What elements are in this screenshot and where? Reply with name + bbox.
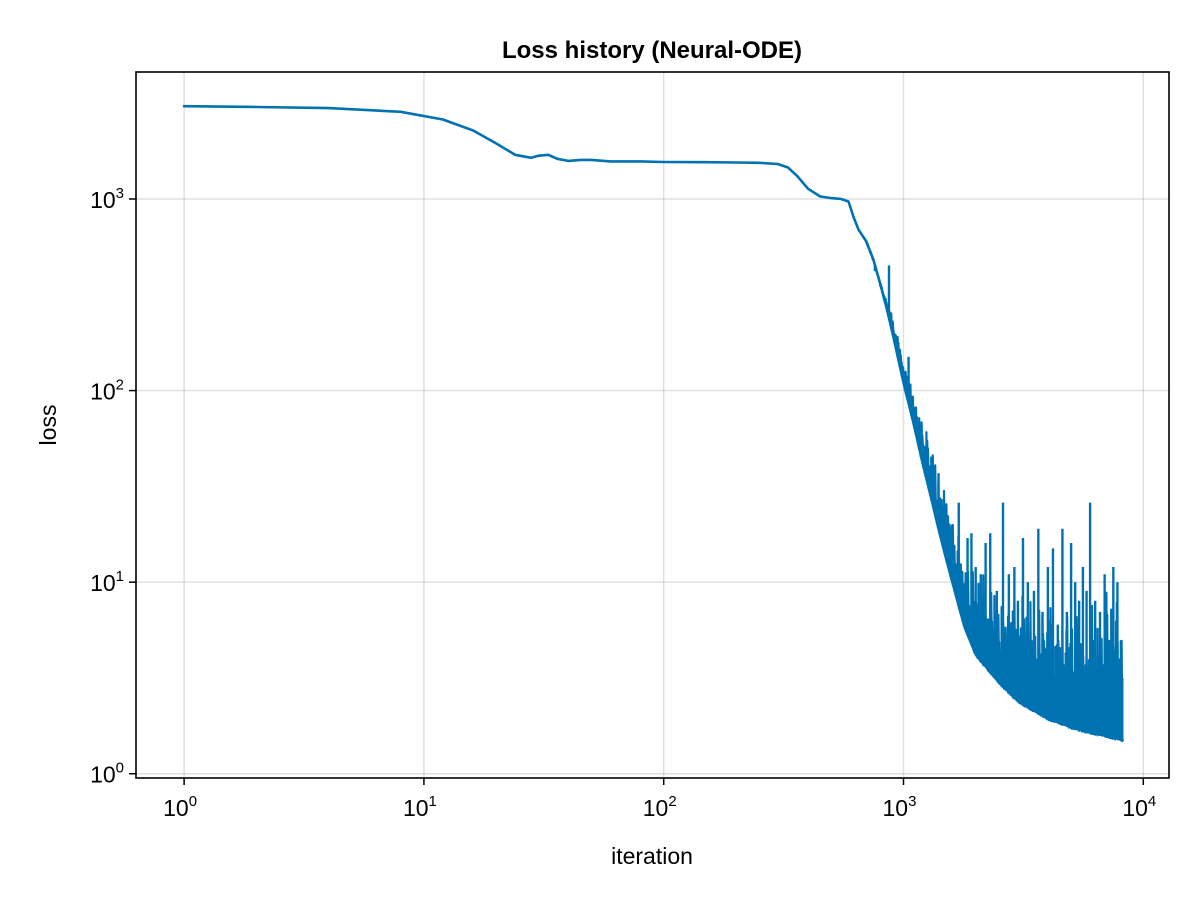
x-tick-label-1: 101 [403, 793, 437, 821]
plot-area [182, 104, 1124, 743]
axis-ticks: 100 101 102 103 104 100 101 102 103 [90, 185, 1156, 821]
grid-lines [136, 72, 1169, 778]
x-tick-label-3: 103 [883, 793, 917, 821]
y-tick-label-2: 102 [90, 377, 124, 405]
y-axis-label: loss [35, 405, 61, 446]
y-tick-label-1: 101 [90, 568, 124, 596]
x-tick-label-2: 102 [643, 793, 677, 821]
chart-title: Loss history (Neural-ODE) [502, 37, 802, 64]
plot-frame [135, 71, 1170, 779]
y-tick-label-3: 103 [90, 185, 124, 213]
x-tick-label-4: 104 [1122, 793, 1156, 821]
loss-series-line [182, 104, 1124, 742]
x-axis-label: iteration [611, 843, 693, 869]
y-tick-label-0: 100 [90, 760, 124, 788]
x-tick-label-0: 100 [163, 793, 197, 821]
